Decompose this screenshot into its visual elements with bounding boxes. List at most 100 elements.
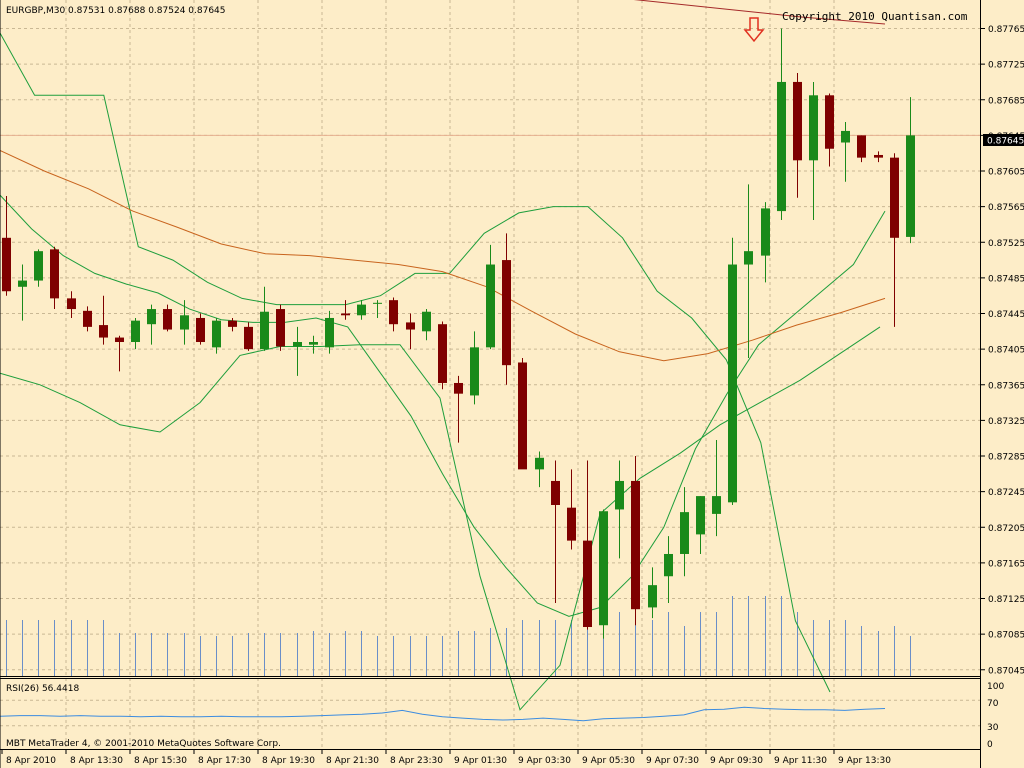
candle[interactable] [744, 184, 753, 359]
candle[interactable] [535, 451, 544, 488]
time-tick-label: 9 Apr 03:30 [518, 756, 571, 766]
candle-body [115, 337, 124, 343]
candle[interactable] [325, 310, 334, 354]
candle[interactable] [34, 249, 43, 287]
candle[interactable] [357, 300, 366, 320]
candle[interactable] [99, 295, 108, 345]
candle[interactable] [470, 331, 479, 405]
candle[interactable] [680, 487, 689, 577]
candle[interactable] [486, 244, 495, 350]
candle[interactable] [631, 456, 640, 626]
rsi-panel [0, 699, 980, 727]
candle[interactable] [874, 151, 883, 163]
candle[interactable] [163, 304, 172, 332]
candle[interactable] [422, 309, 431, 341]
price-tick-label: 0.87365 [988, 381, 1024, 391]
candle[interactable] [696, 496, 705, 554]
time-axis: 8 Apr 2010 8 Apr 13:30 8 Apr 15:30 8 Apr 17… [1, 749, 891, 766]
candle-body [502, 260, 511, 366]
candle[interactable] [648, 567, 657, 619]
candle[interactable] [212, 317, 221, 354]
candle[interactable] [599, 509, 608, 639]
candle-body [454, 382, 463, 394]
rsi-level-30: 30 [987, 723, 999, 733]
candle[interactable] [712, 439, 721, 537]
candle[interactable] [83, 306, 92, 332]
candle[interactable] [841, 122, 850, 182]
candle[interactable] [2, 195, 11, 296]
candle-body [196, 317, 205, 343]
candle[interactable] [406, 313, 415, 350]
candle[interactable] [664, 536, 673, 603]
candle[interactable] [438, 321, 447, 390]
overlay-line [633, 0, 886, 25]
candle-body [147, 309, 156, 325]
overlay-line [0, 150, 886, 362]
time-tick-label: 8 Apr 15:30 [134, 756, 187, 766]
candle[interactable] [906, 97, 915, 244]
candle[interactable] [777, 28, 786, 220]
candle[interactable] [583, 460, 592, 630]
price-tick-label: 0.87725 [988, 61, 1024, 71]
price-tick-label: 0.87405 [988, 346, 1024, 356]
time-tick-label: 9 Apr 13:30 [838, 756, 891, 766]
price-tick-label: 0.87565 [988, 203, 1024, 213]
candle[interactable] [244, 322, 253, 351]
candle[interactable] [309, 335, 318, 354]
candle[interactable] [228, 317, 237, 332]
price-tick-label: 0.87125 [988, 595, 1024, 605]
candle[interactable] [50, 246, 59, 310]
candle-body [567, 507, 576, 541]
candle-body [67, 298, 76, 310]
candle-body [874, 154, 883, 158]
candle-body [341, 313, 350, 316]
candle[interactable] [293, 326, 302, 376]
candle-body [906, 135, 915, 237]
candle-body [728, 264, 737, 503]
candle[interactable] [809, 81, 818, 220]
candle[interactable] [502, 233, 511, 385]
candle-body [857, 135, 866, 158]
candle-body [99, 325, 108, 338]
candle[interactable] [196, 313, 205, 345]
candle-body [18, 280, 27, 287]
candle[interactable] [180, 300, 189, 345]
candle-body [777, 81, 786, 212]
candle[interactable] [341, 300, 350, 320]
rsi-line [0, 706, 886, 722]
candle[interactable] [260, 286, 269, 351]
candle-body [793, 81, 802, 161]
candle[interactable] [793, 73, 802, 198]
candle[interactable] [890, 153, 899, 327]
candle[interactable] [389, 297, 398, 332]
candle[interactable] [567, 469, 576, 550]
candle[interactable] [131, 317, 140, 350]
candle-body [325, 317, 334, 348]
candle[interactable] [18, 264, 27, 321]
candle-body [744, 251, 753, 265]
candle-body [648, 585, 657, 608]
candle[interactable] [728, 237, 737, 505]
candle[interactable] [551, 460, 560, 603]
candle[interactable] [518, 358, 527, 470]
candle[interactable] [454, 375, 463, 443]
candle[interactable] [276, 304, 285, 351]
candle[interactable] [373, 300, 382, 318]
candle[interactable] [147, 304, 156, 345]
candle[interactable] [761, 202, 770, 283]
candle[interactable] [825, 93, 834, 167]
candle[interactable] [615, 460, 624, 559]
candle-body [486, 264, 495, 348]
candle[interactable] [115, 335, 124, 372]
candle[interactable] [67, 291, 76, 318]
rsi-level-0: 0 [987, 740, 993, 750]
rsi-level-70: 70 [987, 699, 999, 709]
candle-body [2, 237, 11, 292]
candle-body [583, 540, 592, 628]
time-tick-label: 8 Apr 17:30 [198, 756, 251, 766]
candlestick-series[interactable] [2, 28, 915, 639]
candle-body [260, 311, 269, 350]
candle[interactable] [857, 135, 866, 163]
